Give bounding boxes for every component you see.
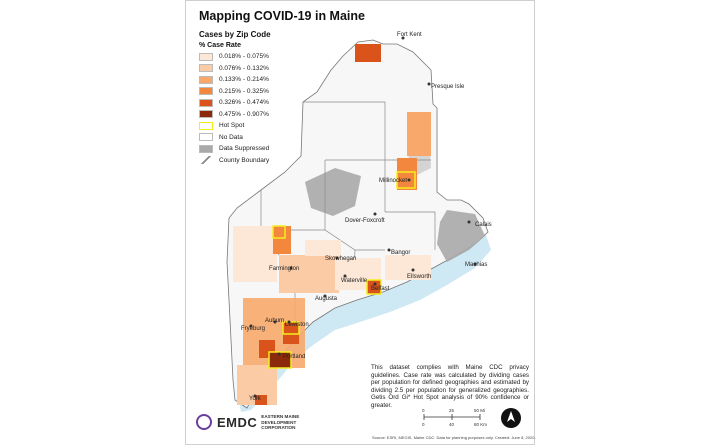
legend-swatch (199, 144, 213, 153)
label-skowhegan: Skowhegan (325, 256, 356, 262)
hot-spots (268, 171, 416, 369)
label-augusta: Augusta (315, 296, 338, 302)
legend-swatch (199, 110, 213, 119)
legend-item: 0.215% - 0.325% (199, 86, 319, 98)
label-fort-kent: Fort Kent (397, 32, 422, 38)
label-lewiston: Lewiston (285, 322, 309, 328)
data-note: This dataset complies with Maine CDC pri… (371, 364, 529, 409)
legend-item: 0.133% - 0.214% (199, 74, 319, 86)
maine-map: Fort Kent Presque Isle Millinocket Dover… (226, 32, 492, 412)
scale-km-0: 0 (422, 422, 425, 427)
label-calais: Calais (475, 222, 492, 228)
emdc-logo: EMDC EASTERN MAINE DEVELOPMENT CORPORATI… (196, 414, 319, 431)
legend-swatch (199, 98, 213, 107)
label-millinocket: Millinocket (379, 178, 407, 184)
legend-label: 0.076% - 0.132% (219, 64, 269, 72)
source-credit: Source: ESRI, MEGIS, Maine CDC. Data for… (372, 435, 536, 440)
legend-label: Hot Spot (219, 122, 245, 130)
legend-swatch (199, 75, 213, 84)
legend-label: 0.475% - 0.907% (219, 110, 269, 118)
legend-label: 0.018% - 0.075% (219, 53, 269, 61)
legend-item: County Boundary (199, 155, 319, 167)
zip-zones (233, 44, 431, 405)
north-arrow-icon (501, 408, 521, 428)
scale-bar: 0 25 50 Mi 0 40 80 Km (422, 408, 487, 427)
town-labels: Fort Kent Presque Isle Millinocket Dover… (241, 32, 492, 402)
legend-item: No Data (199, 132, 319, 144)
scale-mi-50: 50 Mi (474, 408, 485, 413)
scale-km-80: 80 Km (474, 422, 487, 427)
label-dover-foxcroft: Dover-Foxcroft (345, 218, 385, 224)
legend-swatch (199, 52, 213, 61)
label-bangor: Bangor (391, 250, 410, 256)
legend-label: County Boundary (219, 156, 270, 164)
legend-item: 0.326% - 0.474% (199, 97, 319, 109)
legend-item: 0.018% - 0.075% (199, 51, 319, 63)
legend-swatch (199, 121, 213, 130)
legend-item: Hot Spot (199, 120, 319, 132)
legend-label: 0.215% - 0.325% (219, 87, 269, 95)
label-fryeburg: Fryeburg (241, 326, 265, 332)
town-dots (249, 36, 477, 398)
legend-swatch (199, 64, 213, 73)
legend-swatch (199, 133, 213, 142)
legend-label: Data Suppressed (219, 145, 270, 153)
label-ellsworth: Ellsworth (407, 274, 431, 280)
label-machias: Machias (465, 262, 487, 268)
scale-km-40: 40 (449, 422, 455, 427)
legend-subtitle: % Case Rate (199, 42, 242, 49)
legend-label: 0.326% - 0.474% (219, 99, 269, 107)
emdc-brand: EMDC (217, 414, 258, 430)
label-belfast: Belfast (371, 286, 390, 292)
legend-swatch (199, 156, 213, 165)
emdc-subtitle: EASTERN MAINE DEVELOPMENT CORPORATION (261, 414, 300, 430)
legend-label: No Data (219, 133, 243, 141)
legend: Cases by Zip Code % Case Rate 0.018% - 0… (199, 30, 319, 166)
label-york: York (249, 396, 262, 402)
legend-item: 0.475% - 0.907% (199, 109, 319, 121)
suppressed-region-central (305, 168, 361, 216)
label-auburn: Auburn (265, 318, 284, 324)
legend-swatch (199, 87, 213, 96)
legend-item: 0.076% - 0.132% (199, 63, 319, 75)
suppressed-region-east (437, 210, 485, 262)
scale-mi-0: 0 (422, 408, 425, 413)
emdc-logo-icon (196, 414, 212, 431)
scale-mi-25: 25 (449, 408, 455, 413)
label-portland: Portland (283, 354, 305, 360)
label-presque-isle: Presque Isle (431, 84, 465, 90)
legend-title: Cases by Zip Code (199, 30, 271, 39)
map-title: Mapping COVID-19 in Maine (199, 9, 365, 23)
label-farmington: Farmington (269, 266, 299, 272)
legend-label: 0.133% - 0.214% (219, 76, 269, 84)
label-waterville: Waterville (341, 278, 368, 284)
legend-item: Data Suppressed (199, 143, 319, 155)
